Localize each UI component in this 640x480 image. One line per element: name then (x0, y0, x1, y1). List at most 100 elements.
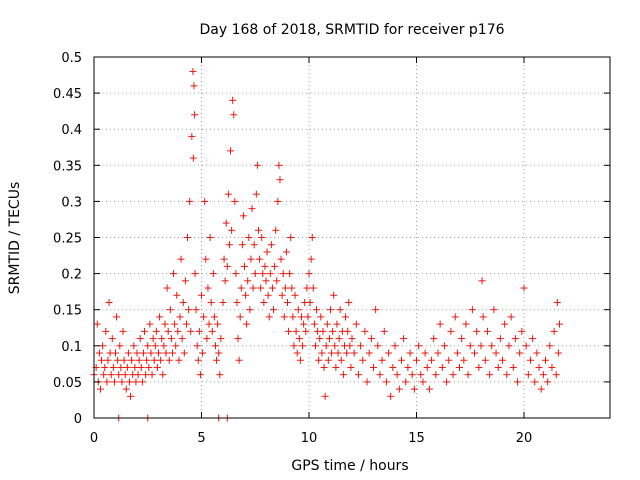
data-point (202, 255, 210, 263)
data-point (196, 371, 204, 379)
data-point (535, 363, 543, 371)
data-point (443, 378, 451, 386)
data-point (184, 234, 192, 241)
data-point (460, 356, 468, 364)
data-point (166, 306, 174, 314)
data-point (185, 306, 193, 314)
data-point (103, 378, 111, 386)
data-point (553, 298, 561, 306)
data-point (404, 363, 412, 371)
data-point (237, 284, 245, 292)
data-point (133, 349, 141, 357)
data-point (146, 320, 154, 328)
data-point (278, 291, 286, 299)
data-point (96, 385, 104, 393)
data-point (234, 335, 242, 343)
data-point (354, 371, 362, 379)
data-point (505, 342, 513, 350)
data-point (170, 270, 178, 278)
chart-title: Day 168 of 2018, SRMTID for receiver p17… (199, 22, 504, 38)
data-point (300, 320, 308, 328)
data-point (124, 349, 132, 357)
data-point (217, 335, 225, 343)
data-point (150, 356, 158, 364)
data-point (215, 349, 223, 357)
data-point (194, 356, 202, 364)
y-tick-label: 0.25 (53, 232, 82, 247)
x-tick-label: 0 (90, 431, 98, 446)
data-point (486, 371, 494, 379)
data-point (207, 298, 215, 306)
data-point (415, 342, 423, 350)
data-point (514, 378, 522, 386)
data-point (171, 320, 179, 328)
data-point (116, 342, 124, 350)
data-point (488, 342, 496, 350)
data-point (546, 342, 554, 350)
data-point (509, 363, 517, 371)
data-point (295, 335, 303, 343)
data-point (279, 270, 287, 278)
data-point (330, 291, 338, 299)
data-point (245, 234, 253, 241)
data-point (157, 356, 165, 364)
data-point (144, 342, 152, 350)
data-point (137, 363, 145, 371)
data-point (297, 313, 305, 321)
y-tick-label: 0.5 (61, 51, 82, 66)
data-point (393, 371, 401, 379)
data-point (344, 327, 352, 335)
data-point (247, 255, 255, 263)
data-point (352, 320, 360, 328)
data-point (159, 371, 167, 379)
data-point (205, 320, 213, 328)
data-point (477, 342, 485, 350)
data-point (496, 335, 504, 343)
data-point (284, 298, 291, 306)
data-point (555, 320, 563, 328)
data-point (208, 327, 216, 335)
data-point (189, 67, 197, 75)
data-point (342, 313, 350, 321)
data-point (112, 349, 119, 357)
data-point (287, 234, 295, 241)
data-point (209, 270, 217, 278)
data-point (423, 363, 431, 371)
data-point (200, 313, 208, 321)
data-point (313, 306, 321, 314)
data-point (363, 378, 371, 386)
data-point (241, 262, 248, 270)
data-point (177, 255, 185, 263)
data-point (490, 306, 498, 314)
data-point (147, 349, 155, 357)
axis-ticks: 0 0.05 0.1 0.15 0.2 0.25 0.3 0.35 0.4 0.45 0.5 0 5 10… (53, 51, 610, 446)
x-tick-label: 5 (197, 431, 205, 446)
data-point (367, 335, 375, 343)
data-point (220, 255, 228, 263)
data-point (230, 111, 238, 119)
data-point (233, 298, 241, 306)
data-point (238, 241, 246, 249)
data-point (257, 284, 265, 292)
data-point (434, 349, 442, 357)
data-point (445, 356, 453, 364)
data-point (276, 176, 284, 184)
data-point (191, 270, 199, 278)
data-point (267, 241, 275, 249)
data-point (251, 270, 259, 278)
data-point (110, 378, 118, 386)
data-point (178, 335, 186, 343)
data-point (152, 327, 160, 335)
data-point (249, 284, 257, 292)
data-point (139, 349, 147, 357)
data-point (451, 313, 459, 321)
data-point (413, 356, 420, 364)
data-point (180, 349, 188, 357)
data-point (118, 378, 126, 386)
data-point (187, 327, 195, 335)
data-point (211, 342, 219, 350)
data-point (400, 335, 408, 343)
data-point (329, 327, 337, 335)
data-point (397, 356, 405, 364)
data-point (336, 306, 344, 314)
